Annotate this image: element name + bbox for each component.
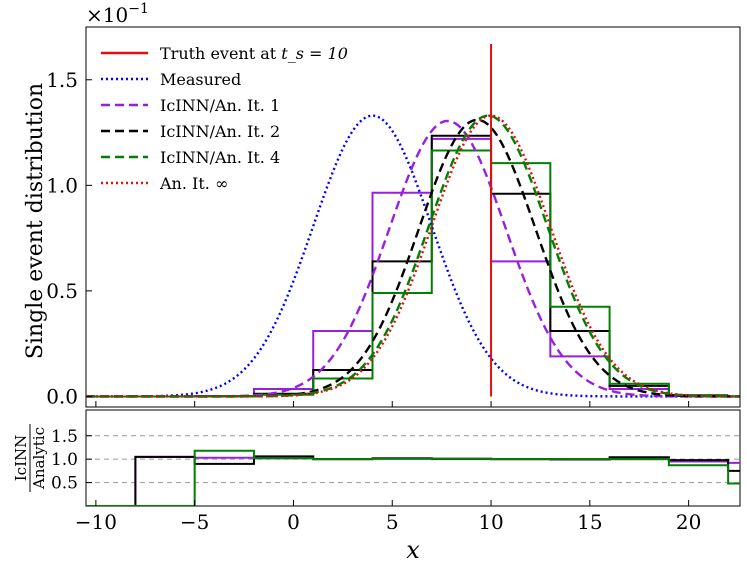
legend-item: Truth event at t_s = 10 xyxy=(101,44,348,63)
legend: Truth event at t_s = 10 Measured IcINN/An.… xyxy=(101,44,348,193)
main-panel: 0.0 0.5 1.0 1.5 ×10−1 Single event distribu… xyxy=(23,1,741,408)
legend-item: IcINN/An. It. 2 xyxy=(101,122,280,141)
legend-label: Truth event at t_s = 10 xyxy=(160,44,348,63)
y-axis-label: Single event distribution xyxy=(23,83,48,359)
ratio-y-tick-label: 1.5 xyxy=(51,427,78,447)
ratio-y-axis-label: IcINN Analytic xyxy=(12,424,48,492)
ratio-panel: 0.5 1.0 1.5 −10 −5 0 5 10 15 20 IcINN Analytic x xyxy=(12,409,741,564)
x-axis-label: x xyxy=(406,536,420,564)
ratio-plot-frame xyxy=(85,409,741,507)
legend-item: IcINN/An. It. 1 xyxy=(101,96,280,115)
ratio-x-ticks: −10 −5 0 5 10 15 20 xyxy=(75,500,701,534)
scale-factor-label: ×10−1 xyxy=(86,1,149,27)
x-tick-label: 10 xyxy=(478,510,503,534)
legend-label: IcINN/An. It. 4 xyxy=(160,148,280,167)
scale-factor-exponent: −1 xyxy=(128,1,149,17)
legend-label: IcINN/An. It. 1 xyxy=(160,96,280,115)
y-tick-label: 0.5 xyxy=(46,279,78,303)
ratio-y-tick-label: 0.5 xyxy=(51,474,78,494)
x-tick-label: 0 xyxy=(287,510,300,534)
legend-item: Measured xyxy=(101,70,241,89)
legend-label: An. It. ∞ xyxy=(159,174,228,193)
ratio-label-numerator: IcINN xyxy=(12,435,30,482)
x-tick-label: 5 xyxy=(386,510,399,534)
x-tick-label: −10 xyxy=(75,510,117,534)
x-tick-label: 15 xyxy=(577,510,602,534)
curve-it1 xyxy=(86,119,740,398)
main-curves xyxy=(86,114,740,398)
ratio-it2 xyxy=(86,455,740,506)
curve-measured xyxy=(86,114,740,398)
main-plot-frame xyxy=(85,26,741,408)
ratio-y-ticks: 0.5 1.0 1.5 xyxy=(51,427,92,494)
main-x-ticks xyxy=(95,401,690,407)
ratio-it4 xyxy=(86,449,740,506)
ratio-histograms xyxy=(86,449,740,506)
curve-it4 xyxy=(86,114,740,398)
y-tick-label: 0.0 xyxy=(46,384,78,408)
legend-item: IcINN/An. It. 4 xyxy=(101,148,280,167)
ratio-label-denominator: Analytic xyxy=(30,427,48,490)
y-tick-label: 1.0 xyxy=(46,173,78,197)
y-tick-label: 1.5 xyxy=(46,68,78,92)
ratio-y-tick-label: 1.0 xyxy=(51,450,78,470)
scale-factor-base: ×10 xyxy=(86,3,128,27)
ratio-it1 xyxy=(86,455,740,506)
x-tick-label: 20 xyxy=(676,510,701,534)
legend-item: An. It. ∞ xyxy=(101,174,228,193)
legend-label: Measured xyxy=(160,70,241,89)
main-y-ticks: 0.0 0.5 1.0 1.5 xyxy=(46,68,92,408)
x-tick-label: −5 xyxy=(180,510,209,534)
legend-label: IcINN/An. It. 2 xyxy=(160,122,280,141)
curve-it2 xyxy=(86,118,740,398)
